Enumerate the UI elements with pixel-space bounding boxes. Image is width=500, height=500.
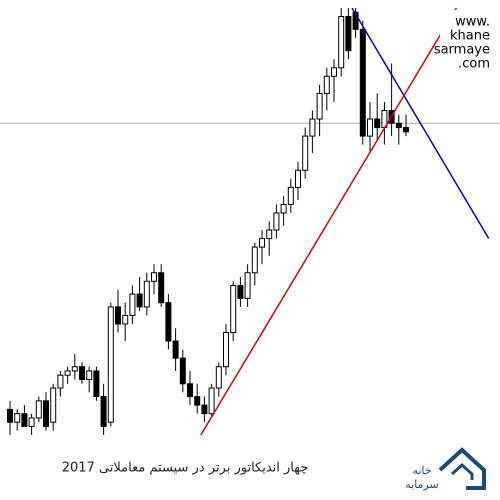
candle-body [172, 340, 179, 359]
watermark-text: sarmaye [434, 43, 490, 58]
candle-body [223, 332, 229, 368]
logo-icon [438, 447, 486, 490]
candle-body [237, 285, 244, 299]
candle-body [367, 118, 373, 137]
candle-body [93, 370, 100, 398]
candle-body [280, 203, 287, 214]
candle-body [215, 366, 222, 389]
caption: چهار اندیکاتور برتر در سیستم معاملاتی 20… [62, 461, 309, 476]
candle-body [201, 404, 208, 415]
candle-body [194, 396, 201, 406]
candle-body [352, 11, 359, 30]
candle-body [395, 122, 402, 129]
candle-body [309, 118, 316, 137]
candle-body [21, 413, 28, 427]
candle-body [374, 118, 381, 129]
candle-body [122, 314, 129, 325]
candle-body [100, 396, 107, 427]
trend-line [351, 8, 490, 239]
candle-body [136, 293, 143, 308]
candle-body [165, 302, 172, 342]
candle-body [273, 212, 280, 231]
candle-body [338, 16, 345, 69]
candle-body [129, 293, 136, 316]
candle-body [208, 387, 215, 415]
candle-body [7, 408, 13, 423]
candle-body [345, 16, 352, 52]
candle-body [244, 272, 251, 299]
watermark-box [440, 10, 495, 70]
candle-body [79, 366, 85, 380]
logo-text: خانه [412, 464, 431, 477]
candle-body [143, 280, 150, 308]
candle-body [43, 400, 49, 427]
logo-icon [450, 462, 474, 480]
watermark-text: khane [450, 29, 490, 44]
candle-body [115, 306, 121, 325]
candle-body [86, 370, 93, 380]
plot-area [0, 8, 500, 435]
candle-body [287, 186, 294, 205]
logo: خانه سرمایه [405, 447, 486, 491]
logo-text: سرمایه [405, 478, 439, 491]
candle-body [323, 75, 330, 94]
candle-body [50, 387, 57, 423]
candle-body [107, 306, 114, 423]
candle-body [71, 366, 78, 372]
candle-body [302, 135, 309, 171]
watermark-text: .com [458, 57, 490, 72]
candle-body [14, 413, 21, 423]
candle-body [230, 285, 237, 334]
candle-body [28, 417, 35, 427]
candle-body [187, 383, 193, 398]
candle-body [331, 67, 337, 77]
candle-body [179, 357, 186, 385]
candle-body [295, 169, 301, 188]
candle-body [251, 246, 258, 274]
candle-body [151, 272, 157, 282]
candle-body [403, 127, 409, 133]
candle-body [316, 92, 323, 120]
candle-body [158, 272, 165, 304]
candle-body [266, 229, 273, 240]
watermark-text: www. [455, 15, 490, 30]
candle-body [64, 370, 71, 376]
candle-body [57, 374, 64, 389]
candle-body [359, 28, 366, 137]
candle-body [259, 238, 265, 248]
trend-line [200, 8, 458, 435]
candle-body [35, 400, 42, 419]
